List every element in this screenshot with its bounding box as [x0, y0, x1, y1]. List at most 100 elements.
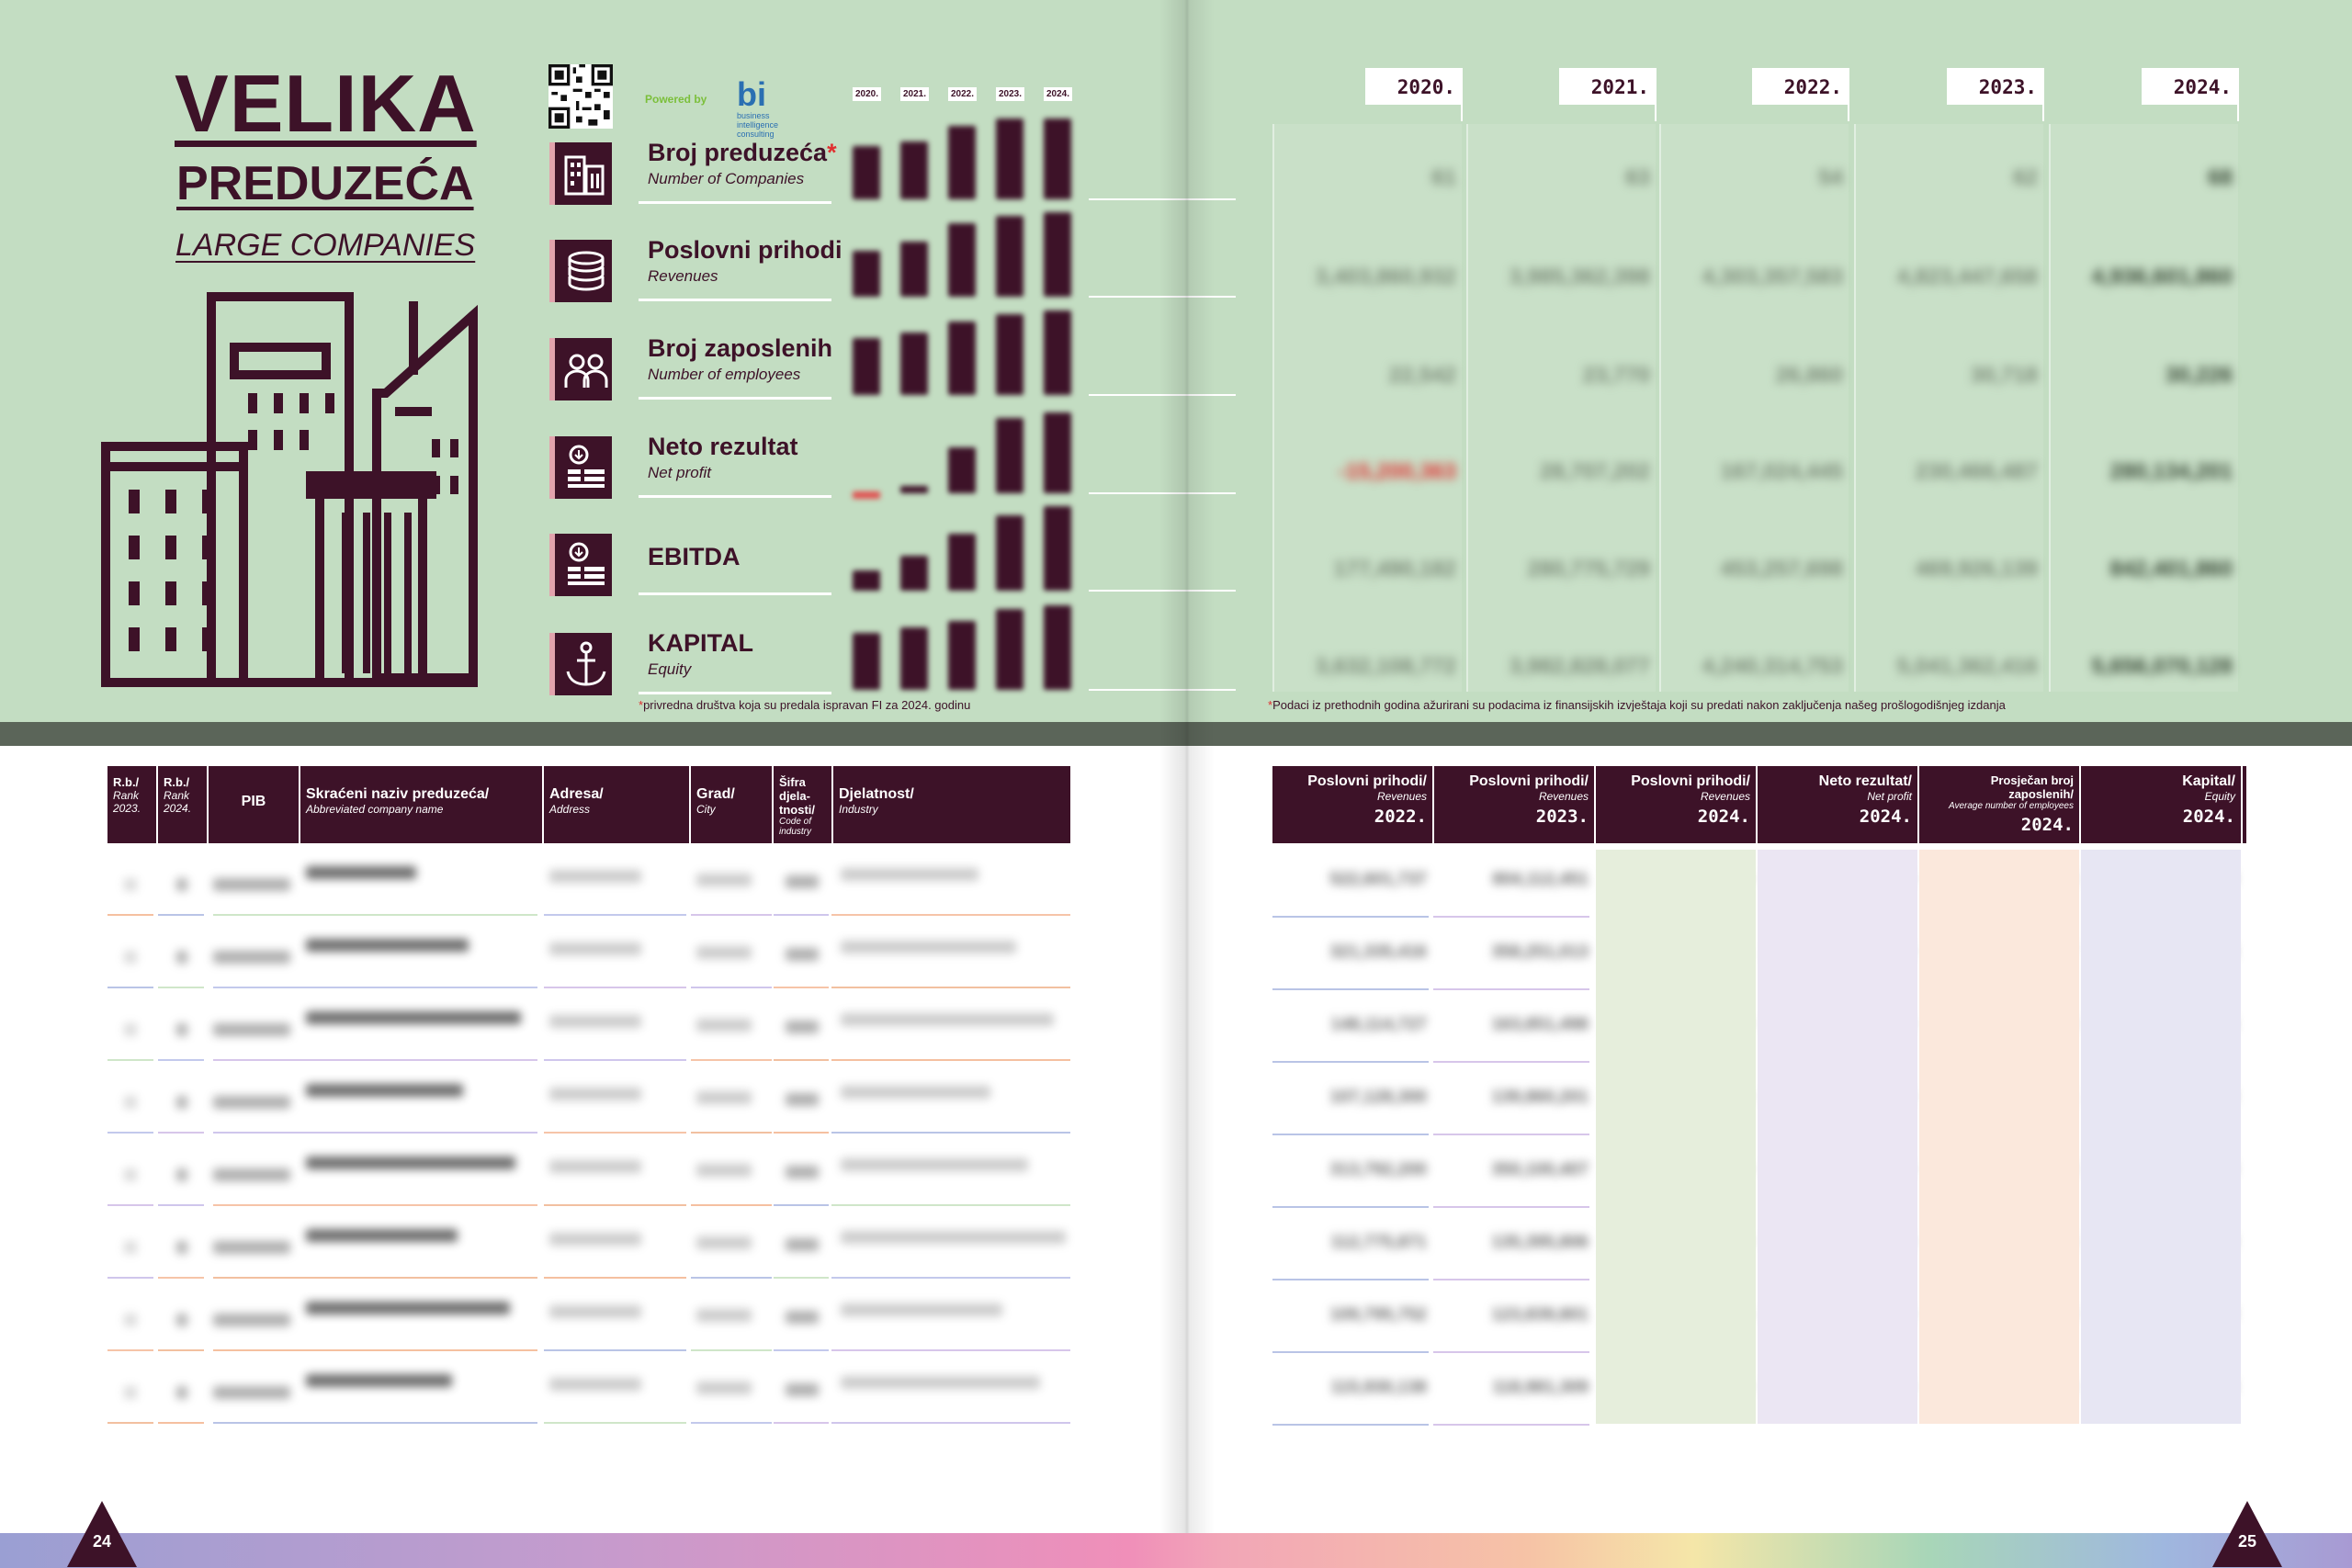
- metric-bar: [996, 609, 1023, 690]
- city-value: [696, 1236, 752, 1249]
- column-header[interactable]: Prosječan broj zaposlenih/Average number…: [1919, 766, 2081, 843]
- summary-value: 469,926,139: [1915, 557, 2038, 581]
- metric-underline-right: [1089, 198, 1236, 200]
- row-divider: [544, 1277, 686, 1279]
- column-header[interactable]: Poslovni prihodi/Revenues 2023.: [1434, 766, 1596, 843]
- address-value: [549, 942, 641, 955]
- row-divider: [544, 987, 686, 988]
- summary-value: 3,403,860,932: [1315, 265, 1456, 289]
- ebitda-icon: [549, 534, 612, 596]
- row-divider: [831, 987, 1070, 988]
- rank-2023: [124, 1241, 137, 1254]
- column-header[interactable]: Adresa/Address: [544, 766, 691, 843]
- city-value: [696, 1309, 752, 1322]
- column-header[interactable]: Poslovni prihodi/Revenues 2022.: [1272, 766, 1434, 843]
- column-header[interactable]: Djelatnost/Industry: [833, 766, 1178, 843]
- metric-bar: [948, 321, 976, 395]
- row-divider: [107, 1277, 153, 1279]
- company-name: [306, 866, 416, 879]
- column-header[interactable]: Poslovni prihodi/Revenues 2024.: [1596, 766, 1758, 843]
- pib-value: [213, 1241, 290, 1254]
- pib-value: [213, 1386, 290, 1399]
- city-value: [696, 946, 752, 959]
- company-name: [306, 1229, 458, 1242]
- divider-band: [0, 722, 2352, 746]
- rank-2023: [124, 1314, 137, 1326]
- row-divider: [213, 914, 537, 916]
- company-name: [306, 1302, 510, 1314]
- table-value: 123,839,801: [1491, 1305, 1589, 1325]
- metric-bar: [996, 118, 1023, 199]
- row-divider: [544, 1204, 686, 1206]
- table-value: 135,395,806: [1491, 1233, 1589, 1252]
- row-divider: [1272, 1061, 1429, 1063]
- summary-value: 63: [1625, 165, 1650, 190]
- company-name: [306, 1084, 463, 1097]
- metric-bar: [948, 126, 976, 199]
- column-header[interactable]: PIB: [209, 766, 300, 843]
- address-value: [549, 1305, 641, 1318]
- rank-2024: [176, 1386, 187, 1399]
- page-marker-left: [67, 1501, 137, 1567]
- metric-underline-right: [1089, 590, 1236, 592]
- metric-underline: [639, 692, 831, 694]
- summary-value: -15,200,363: [1338, 459, 1456, 484]
- qr-code-icon[interactable]: [548, 64, 613, 129]
- bi-consulting-logo[interactable]: bi business intelligence consulting: [737, 78, 781, 140]
- row-divider: [544, 1422, 686, 1424]
- industry-code: [786, 875, 819, 888]
- table-value: 148,114,727: [1330, 1015, 1427, 1034]
- row-divider: [774, 1132, 829, 1134]
- year-header: 2022.: [1752, 68, 1849, 121]
- summary-value: 68: [2208, 165, 2233, 190]
- column-header[interactable]: R.b./Rank 2023.: [107, 766, 158, 843]
- rank-2023: [124, 878, 137, 891]
- industry-value: [841, 941, 1016, 953]
- row-divider: [213, 1132, 537, 1134]
- metric-bar: [996, 418, 1023, 493]
- summary-value: 842,401,860: [2109, 557, 2233, 581]
- row-divider: [774, 1204, 829, 1206]
- row-divider: [158, 987, 204, 988]
- rank-2024: [176, 1168, 187, 1181]
- metric-bar: [853, 251, 880, 297]
- metric-bar: [900, 486, 928, 493]
- address-value: [549, 1015, 641, 1028]
- summary-value: 5,041,362,416: [1896, 654, 2038, 679]
- summary-value: 3,985,362,398: [1509, 265, 1650, 289]
- row-divider: [107, 1059, 153, 1061]
- row-divider: [544, 1132, 686, 1134]
- column-header[interactable]: Kapital/Equity 2024.: [2081, 766, 2243, 843]
- pib-value: [213, 878, 290, 891]
- column-header[interactable]: R.b./Rank 2024.: [158, 766, 209, 843]
- company-name: [306, 1374, 452, 1387]
- summary-value: 3,632,108,772: [1315, 654, 1456, 679]
- column-header[interactable]: Skraćeni naziv preduzeća/Abbreviated com…: [300, 766, 544, 843]
- column-header[interactable]: Neto rezultat/Net profit 2024.: [1758, 766, 1919, 843]
- column-header[interactable]: Grad/City: [691, 766, 774, 843]
- column-header[interactable]: Šifra djela-tnosti/Code of industry: [774, 766, 833, 843]
- address-value: [549, 870, 641, 883]
- metric-bar: [853, 633, 880, 690]
- metric-bar: [996, 216, 1023, 297]
- row-divider: [691, 914, 772, 916]
- column-highlight: [1758, 850, 1917, 1424]
- row-divider: [774, 987, 829, 988]
- metric-title: Poslovni prihodi: [648, 236, 842, 264]
- industry-code: [786, 1383, 819, 1396]
- row-divider: [1433, 1279, 1589, 1280]
- row-divider: [1433, 1206, 1589, 1208]
- row-divider: [691, 1059, 772, 1061]
- row-divider: [774, 1422, 829, 1424]
- city-value: [696, 1091, 752, 1104]
- rank-2024: [176, 1023, 187, 1036]
- metric-title: Broj zaposlenih: [648, 334, 833, 362]
- row-divider: [1272, 988, 1429, 990]
- summary-value: 280,775,729: [1527, 557, 1650, 581]
- row-divider: [691, 1132, 772, 1134]
- metric-bar: [900, 333, 928, 395]
- metric-underline: [639, 495, 831, 498]
- metric-underline-right: [1089, 296, 1236, 298]
- metric-bar: [996, 515, 1023, 591]
